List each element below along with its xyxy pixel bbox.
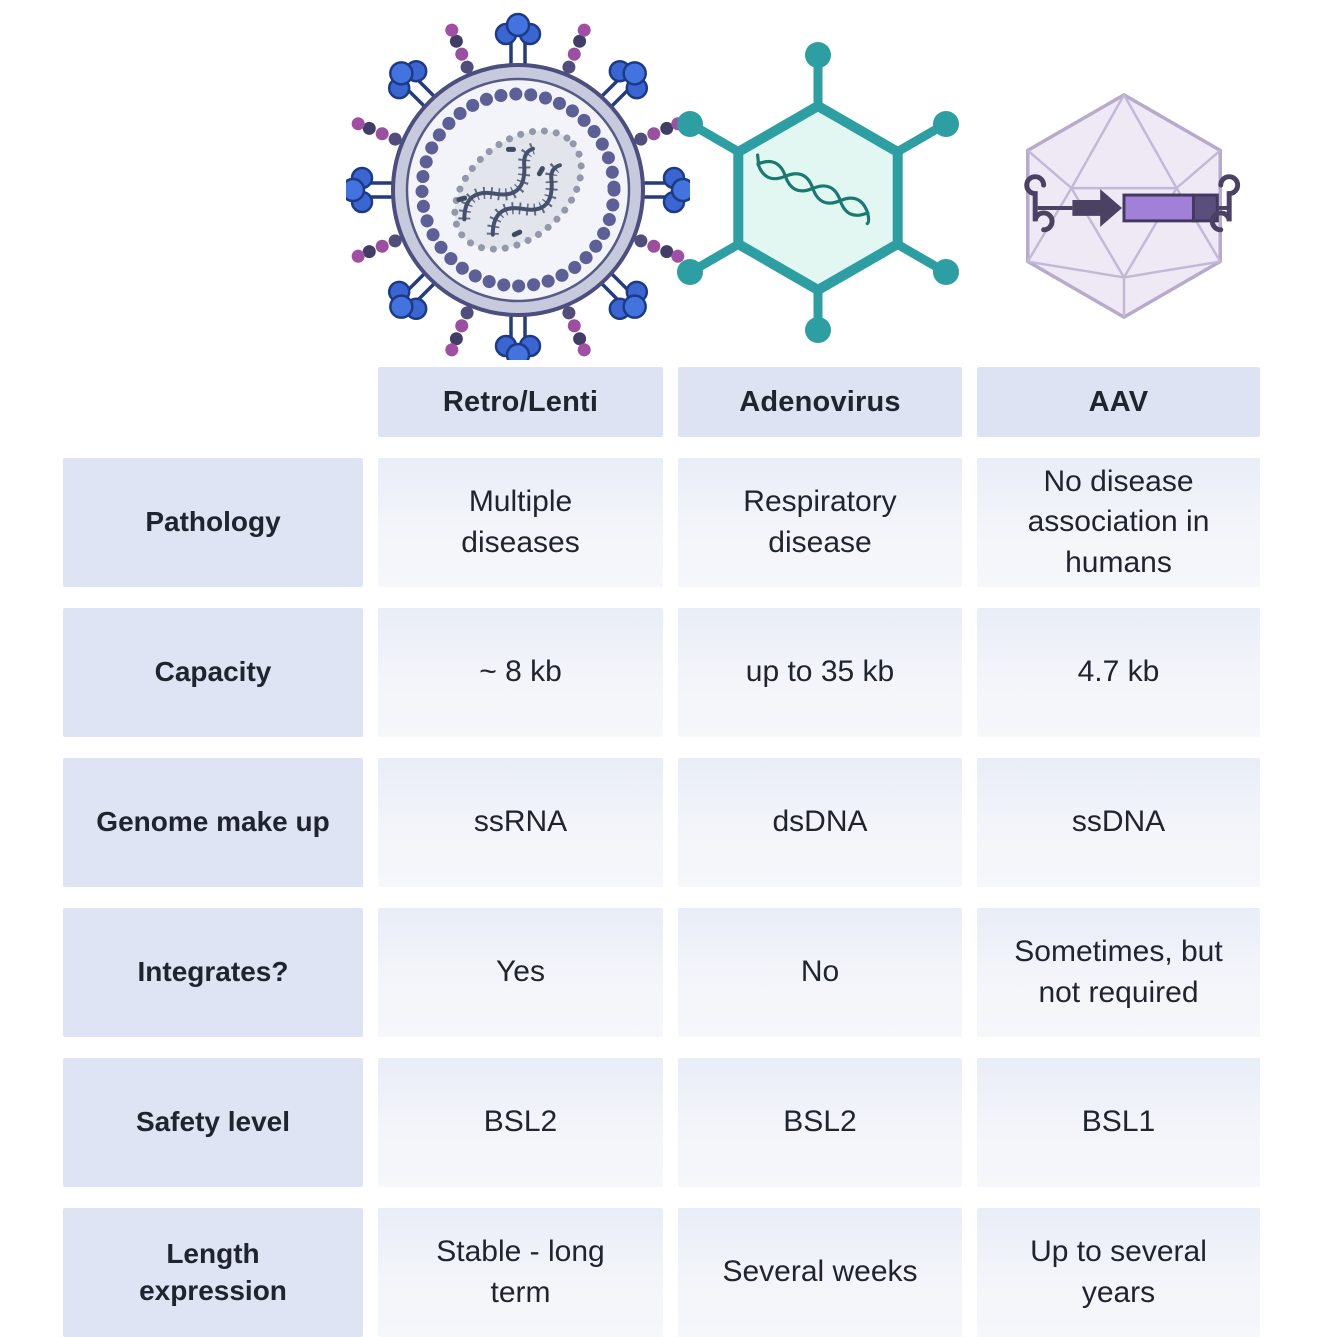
cell-text: 4.7 kb — [1077, 655, 1160, 689]
cell-length-adenovirus: Several weeks — [678, 1208, 962, 1337]
row-label-integrates: Integrates? — [63, 908, 363, 1037]
row-label-text: Integrates? — [137, 956, 289, 988]
aav-icon — [995, 68, 1253, 338]
cell-safety-adenovirus: BSL2 — [678, 1058, 962, 1187]
cell-capacity-adenovirus: up to 35 kb — [678, 608, 962, 737]
cell-text: No — [800, 955, 840, 989]
row-label-pathology: Pathology — [63, 458, 363, 587]
row-label-genome-make-up: Genome make up — [63, 758, 363, 887]
cell-safety-retro-lenti: BSL2 — [378, 1058, 663, 1187]
cell-text: Stable - long term — [436, 1235, 605, 1309]
cell-text: dsDNA — [772, 805, 868, 839]
cell-genome-adenovirus: dsDNA — [678, 758, 962, 887]
comparison-table: Retro/Lenti Adenovirus AAV Pathology Mul… — [63, 367, 1328, 1337]
cell-text: up to 35 kb — [745, 655, 895, 689]
cell-text: Multiple diseases — [461, 485, 580, 559]
cell-genome-retro-lenti: ssRNA — [378, 758, 663, 887]
virus-illustrations-band — [0, 0, 1328, 367]
cell-length-retro-lenti: Stable - long term — [378, 1208, 663, 1337]
adenovirus-icon — [668, 26, 968, 358]
cell-text: ~ 8 kb — [479, 655, 562, 689]
retro-lenti-virus-icon — [346, 12, 690, 360]
cell-safety-aav: BSL1 — [977, 1058, 1260, 1187]
row-label-text: Safety level — [135, 1106, 291, 1138]
cell-text: Yes — [496, 955, 545, 989]
cell-text: Sometimes, but not required — [1014, 935, 1223, 1009]
row-label-length-expression: Length expression — [63, 1208, 363, 1337]
cell-integrates-adenovirus: No — [678, 908, 962, 1037]
cell-genome-aav: ssDNA — [977, 758, 1260, 887]
cell-text: BSL2 — [783, 1105, 857, 1139]
column-header-label: Adenovirus — [739, 385, 901, 418]
row-label-capacity: Capacity — [63, 608, 363, 737]
row-label-text: Length expression — [139, 1238, 287, 1306]
cell-length-aav: Up to several years — [977, 1208, 1260, 1337]
cell-text: ssRNA — [473, 805, 568, 839]
aav-gene-construct — [1024, 174, 1241, 233]
cell-text: ssDNA — [1071, 805, 1166, 839]
cell-integrates-aav: Sometimes, but not required — [977, 908, 1260, 1037]
row-label-text: Capacity — [154, 656, 272, 688]
column-header-label: AAV — [1088, 385, 1149, 418]
cell-text: Up to several years — [1030, 1235, 1207, 1309]
row-label-text: Pathology — [145, 506, 281, 538]
cell-text: Several weeks — [722, 1255, 918, 1289]
header-spacer — [63, 367, 363, 437]
column-header-label: Retro/Lenti — [442, 385, 599, 418]
cell-text: BSL1 — [1081, 1105, 1156, 1139]
cell-text: Respiratory disease — [743, 485, 897, 559]
cell-capacity-retro-lenti: ~ 8 kb — [378, 608, 663, 737]
cell-pathology-retro-lenti: Multiple diseases — [378, 458, 663, 587]
column-header-adenovirus: Adenovirus — [678, 367, 962, 437]
cell-pathology-adenovirus: Respiratory disease — [678, 458, 962, 587]
dsdna-helix — [755, 153, 871, 226]
row-label-safety-level: Safety level — [63, 1058, 363, 1187]
column-header-retro-lenti: Retro/Lenti — [378, 367, 663, 437]
cell-integrates-retro-lenti: Yes — [378, 908, 663, 1037]
cell-capacity-aav: 4.7 kb — [977, 608, 1260, 737]
cell-pathology-aav: No disease association in humans — [977, 458, 1260, 587]
row-label-text: Genome make up — [96, 806, 330, 838]
cell-text: BSL2 — [483, 1105, 558, 1139]
column-header-aav: AAV — [977, 367, 1260, 437]
cell-text: No disease association in humans — [1027, 464, 1210, 579]
